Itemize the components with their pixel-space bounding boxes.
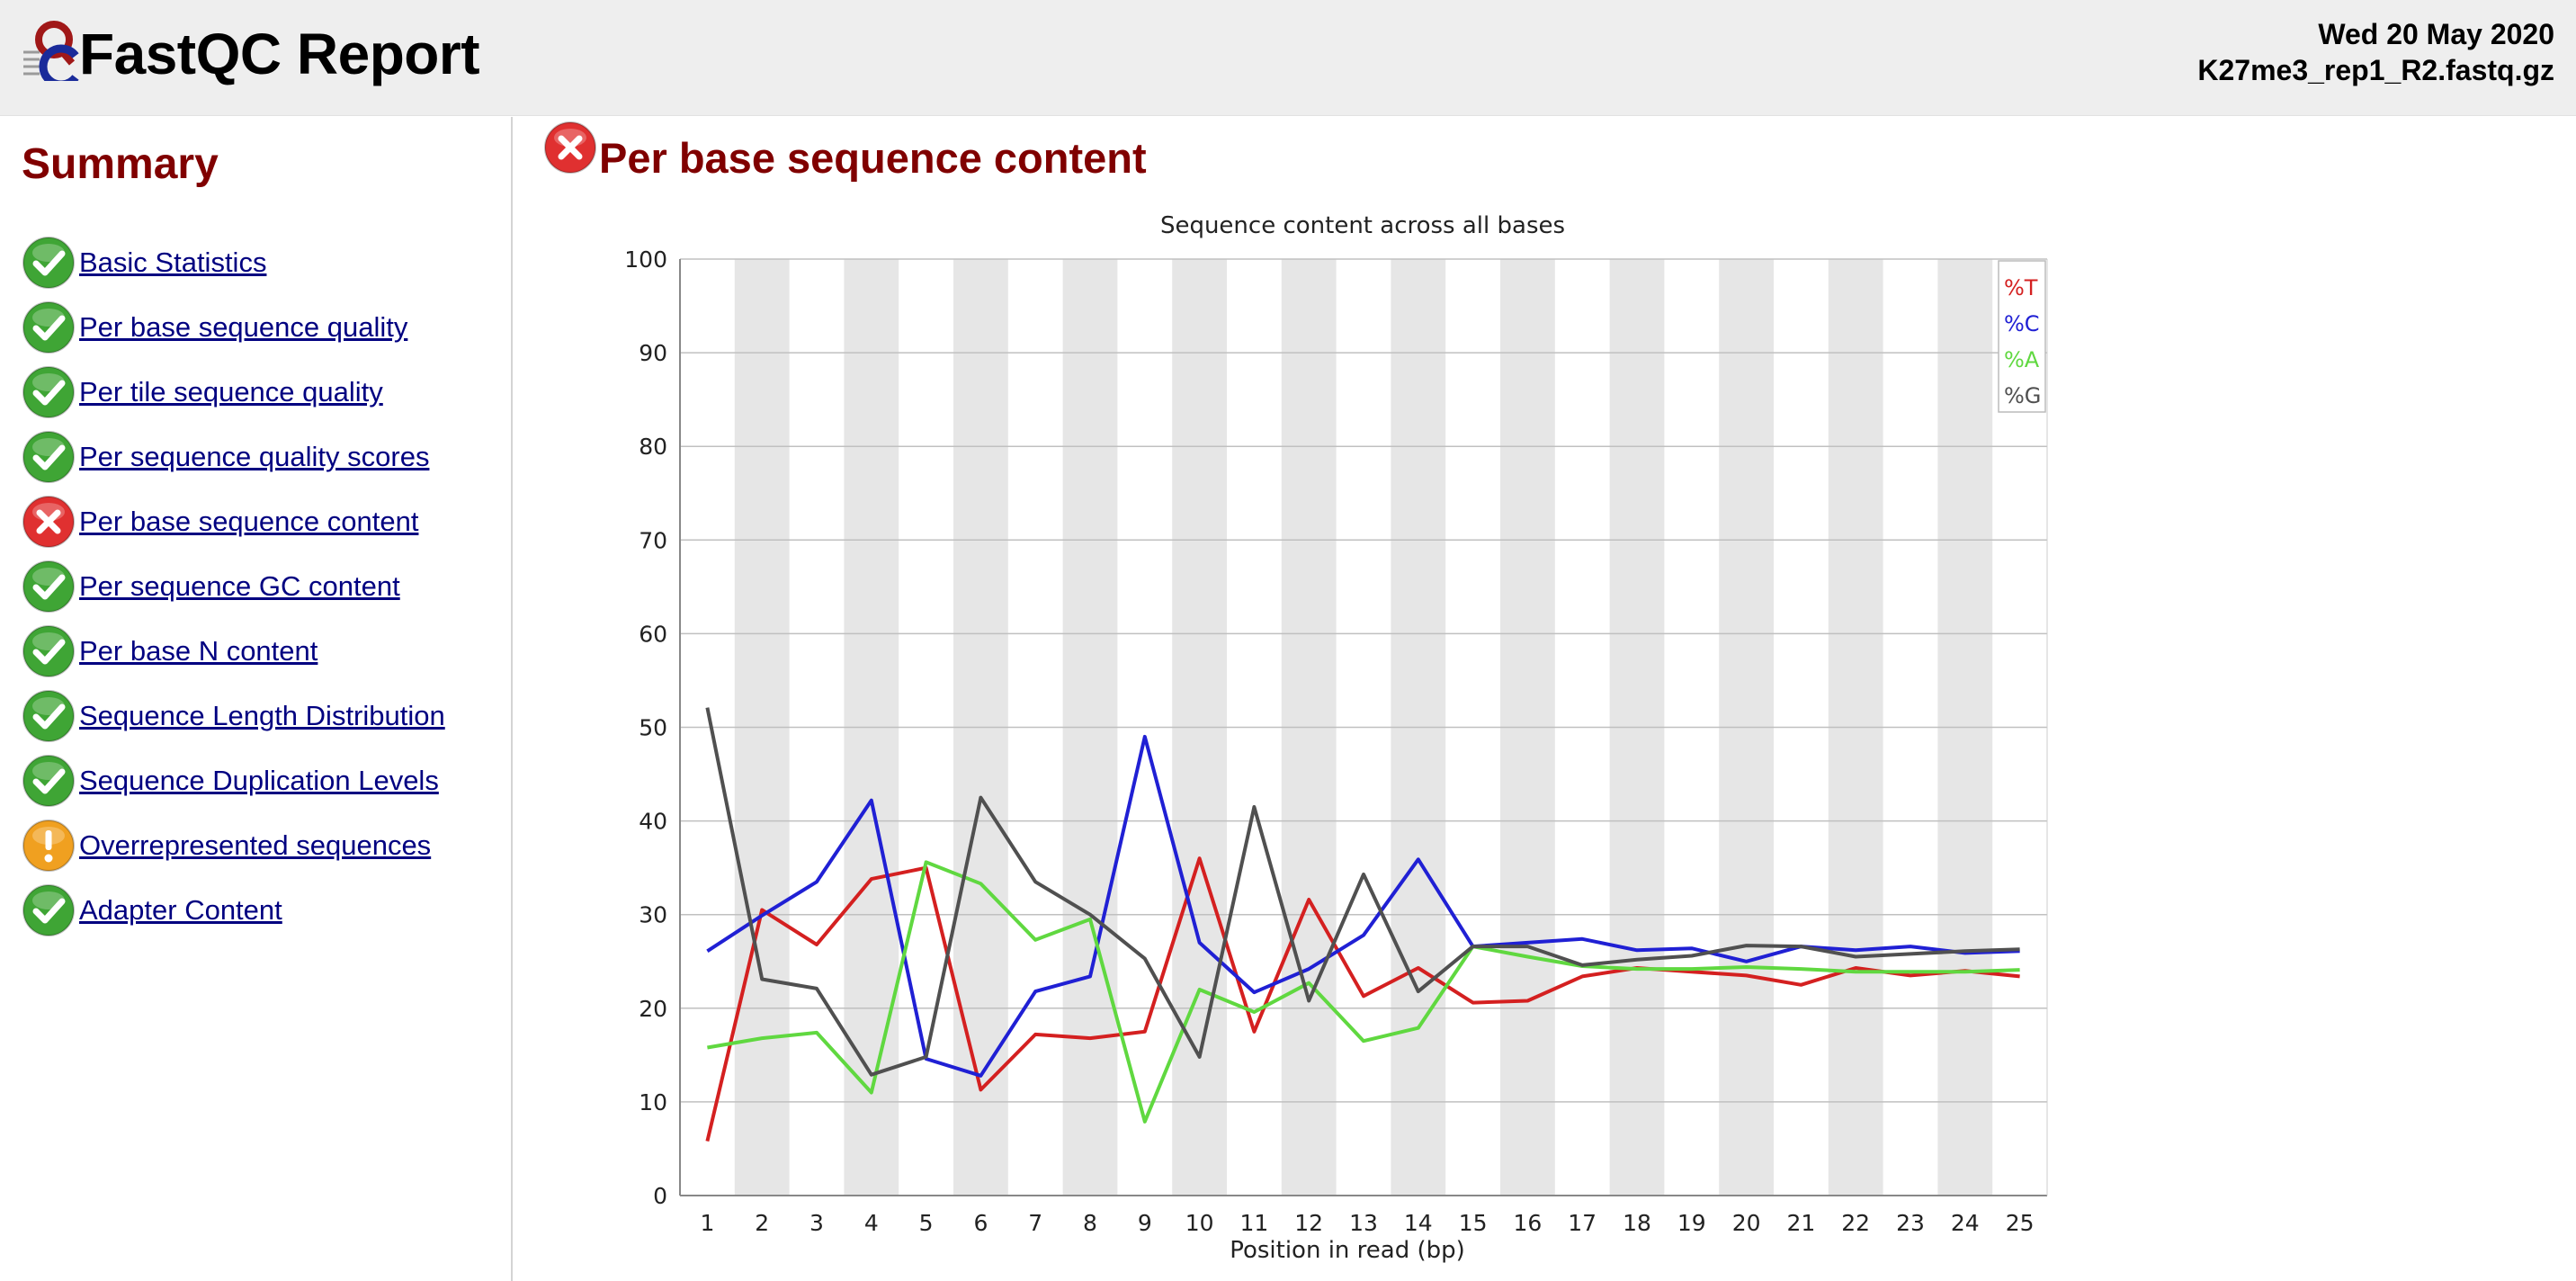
report-header: FastQC Report Wed 20 May 2020 K27me3_rep…	[0, 0, 2576, 116]
y-tick-label: 60	[639, 621, 667, 647]
chart-title: Sequence content across all bases	[1160, 212, 1565, 239]
x-tick-label: 23	[1896, 1210, 1925, 1236]
legend-entry: %C	[2004, 311, 2040, 336]
x-tick-label: 16	[1513, 1210, 1542, 1236]
y-tick-label: 80	[639, 434, 667, 460]
check-icon	[22, 301, 75, 354]
module-item: Adapter Content	[22, 878, 445, 943]
x-tick-label: 22	[1841, 1210, 1870, 1236]
x-tick-label: 7	[1028, 1210, 1042, 1236]
series-line	[705, 707, 2020, 1077]
x-tick-label: 20	[1732, 1210, 1761, 1236]
x-tick-label: 1	[700, 1210, 714, 1236]
module-link[interactable]: Sequence Duplication Levels	[79, 765, 439, 796]
x-tick-label: 4	[864, 1210, 879, 1236]
module-item: Per base sequence content	[22, 489, 445, 554]
module-title: Per base sequence content	[599, 134, 1147, 182]
x-axis-label: Position in read (bp)	[1230, 1237, 1465, 1264]
check-icon	[22, 884, 75, 936]
legend-entry: %A	[2004, 347, 2040, 372]
x-tick-label: 21	[1786, 1210, 1815, 1236]
x-tick-label: 24	[1951, 1210, 1980, 1236]
x-tick-label: 2	[755, 1210, 769, 1236]
y-tick-label: 50	[639, 715, 667, 741]
y-tick-label: 40	[639, 809, 667, 835]
y-tick-label: 70	[639, 527, 667, 553]
module-link[interactable]: Per tile sequence quality	[79, 376, 383, 408]
x-tick-label: 8	[1083, 1210, 1097, 1236]
check-icon	[22, 690, 75, 742]
module-link[interactable]: Sequence Length Distribution	[79, 700, 445, 731]
x-tick-label: 10	[1185, 1210, 1214, 1236]
x-tick-label: 19	[1677, 1210, 1706, 1236]
module-link[interactable]: Per sequence GC content	[79, 570, 400, 602]
plot-gridlines	[680, 258, 2047, 1103]
y-tick-label: 30	[639, 902, 667, 928]
plot-series	[705, 707, 2020, 1142]
module-item: Per tile sequence quality	[22, 360, 445, 425]
module-link[interactable]: Per sequence quality scores	[79, 441, 430, 472]
module-item: Sequence Duplication Levels	[22, 748, 445, 813]
legend-entry: %T	[2004, 275, 2038, 300]
check-icon	[22, 755, 75, 807]
x-tick-label: 5	[919, 1210, 934, 1236]
y-tick-label: 0	[653, 1183, 667, 1209]
module-item: Per sequence GC content	[22, 554, 445, 619]
y-tick-label: 20	[639, 996, 667, 1022]
module-item: Per sequence quality scores	[22, 425, 445, 489]
y-tick-label: 90	[639, 340, 667, 366]
module-link[interactable]: Per base sequence content	[79, 506, 419, 537]
summary-sidebar: Summary Basic Statistics Per base sequenc…	[0, 117, 513, 1281]
module-link[interactable]: Basic Statistics	[79, 246, 267, 278]
module-list: Basic Statistics Per base sequence qualit…	[22, 230, 445, 943]
module-link[interactable]: Per base N content	[79, 635, 318, 667]
check-icon	[22, 237, 75, 289]
report-meta: Wed 20 May 2020 K27me3_rep1_R2.fastq.gz	[2197, 16, 2554, 88]
series-line	[707, 860, 2020, 1124]
module-item: Basic Statistics	[22, 230, 445, 295]
sequence-content-chart: Sequence content across all bases 0 10 20 3…	[624, 212, 2048, 1264]
series-line	[706, 734, 2020, 1078]
module-link[interactable]: Adapter Content	[79, 894, 282, 926]
legend-entry: %G	[2004, 383, 2041, 408]
app-title: FastQC Report	[79, 22, 480, 86]
fail-icon	[22, 496, 75, 548]
x-tick-label: 3	[809, 1210, 824, 1236]
x-tick-label: 9	[1138, 1210, 1152, 1236]
x-axis-ticks: 1 2 3 4 5 6 7 8 9 10 11 12 13 14 15 16 17 18 19 20 21 22 23 24 2…	[700, 1210, 2034, 1236]
legend-box	[1998, 260, 2046, 413]
x-tick-label: 14	[1404, 1210, 1433, 1236]
chart-legend: %T %C %A %G	[1998, 260, 2046, 413]
module-link[interactable]: Per base sequence quality	[79, 311, 408, 343]
x-tick-label: 18	[1623, 1210, 1651, 1236]
check-icon	[22, 625, 75, 677]
y-axis-ticks: 0 10 20 30 40 50 60 70 80 90 100	[624, 246, 667, 1209]
y-tick-label: 100	[624, 246, 667, 273]
series-line	[705, 856, 2020, 1142]
module-item: Per base N content	[22, 619, 445, 684]
module-item: Overrepresented sequences	[22, 813, 445, 878]
report-date: Wed 20 May 2020	[2318, 18, 2554, 50]
check-icon	[22, 366, 75, 418]
x-tick-label: 25	[2006, 1210, 2035, 1236]
module-item: Per base sequence quality	[22, 295, 445, 360]
fastqc-logo-icon	[23, 21, 79, 81]
plot-axes	[679, 259, 2048, 1196]
x-tick-label: 6	[973, 1210, 988, 1236]
x-tick-label: 11	[1239, 1210, 1268, 1236]
check-icon	[22, 431, 75, 483]
module-link[interactable]: Overrepresented sequences	[79, 829, 432, 861]
module-item: Sequence Length Distribution	[22, 684, 445, 748]
report-filename: K27me3_rep1_R2.fastq.gz	[2197, 54, 2554, 86]
summary-title: Summary	[22, 140, 219, 188]
warning-icon	[22, 820, 75, 872]
x-tick-label: 15	[1459, 1210, 1488, 1236]
fail-icon	[544, 121, 596, 174]
x-tick-label: 12	[1294, 1210, 1323, 1236]
x-tick-label: 13	[1349, 1210, 1378, 1236]
check-icon	[22, 560, 75, 613]
x-tick-label: 17	[1568, 1210, 1597, 1236]
y-tick-label: 10	[639, 1089, 667, 1115]
